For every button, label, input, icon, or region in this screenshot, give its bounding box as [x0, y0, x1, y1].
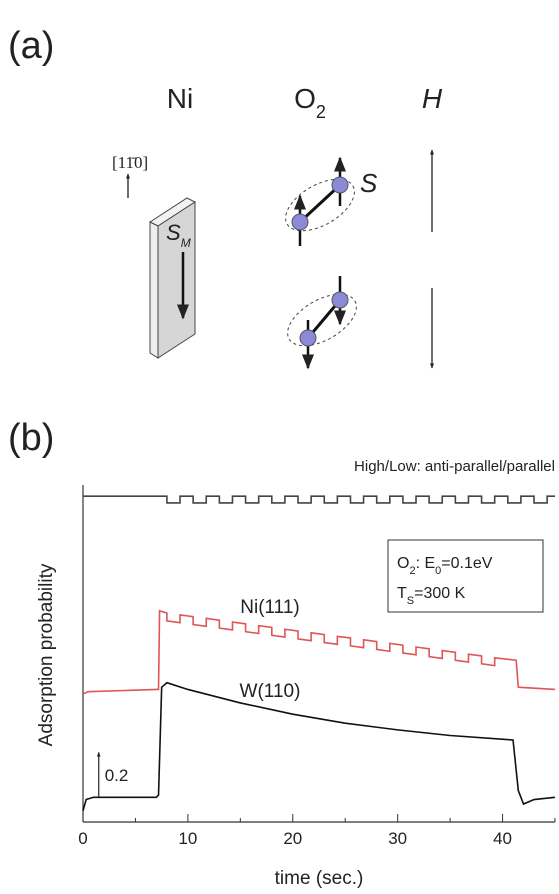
- series-line: [82, 681, 556, 811]
- series-label: W(110): [240, 681, 301, 702]
- column-label: O2: [294, 83, 326, 122]
- panel-label: (a): [8, 25, 54, 67]
- annotation-box: [387, 539, 544, 613]
- annotation-part: 0: [435, 565, 441, 577]
- x-tick-label: 40: [493, 829, 512, 848]
- x-tick-label: 0: [78, 829, 87, 848]
- panel-label: (b): [8, 417, 54, 459]
- spin-label: SM: [166, 220, 191, 250]
- plate-side: [149, 221, 159, 359]
- diagram: (a) Ni O2 H [11̄0] SM S: [8, 25, 443, 370]
- annotation-part: =0.1eV: [441, 555, 492, 572]
- x-tick-label: 20: [283, 829, 302, 848]
- atom: [299, 329, 317, 347]
- annotation: TS=300 K: [397, 585, 466, 607]
- column-label: H: [422, 83, 443, 114]
- annotation-part: : E: [416, 555, 436, 572]
- x-tick-label: 10: [178, 829, 197, 848]
- annotation-part: S: [407, 595, 414, 607]
- bond: [298, 183, 342, 224]
- scale-bar-label: 0.2: [105, 766, 129, 785]
- atom: [291, 213, 309, 231]
- series-line: [82, 609, 556, 695]
- x-axis-label: time (sec.): [275, 868, 364, 889]
- column-label: Ni: [167, 83, 193, 114]
- direction-label: [11̄0]: [112, 153, 148, 172]
- molecule-orbit: [287, 293, 357, 347]
- atom: [331, 176, 349, 194]
- annotation-part: O: [397, 555, 409, 572]
- annotation-part: T: [397, 585, 407, 602]
- molecule-orbit: [285, 178, 355, 232]
- series-label: Ni(111): [240, 597, 299, 618]
- annotation: O2: E0=0.1eV: [397, 555, 493, 577]
- annotation-part: 2: [409, 565, 415, 577]
- atom: [331, 291, 349, 309]
- spin-label: S: [360, 168, 378, 198]
- y-axis-label: Adsorption probability: [36, 563, 57, 746]
- x-tick-label: 30: [388, 829, 407, 848]
- annotation-part: =300 K: [414, 585, 465, 602]
- series-line: [83, 495, 555, 504]
- series-label: High/Low: anti-parallel/parallel: [354, 458, 555, 475]
